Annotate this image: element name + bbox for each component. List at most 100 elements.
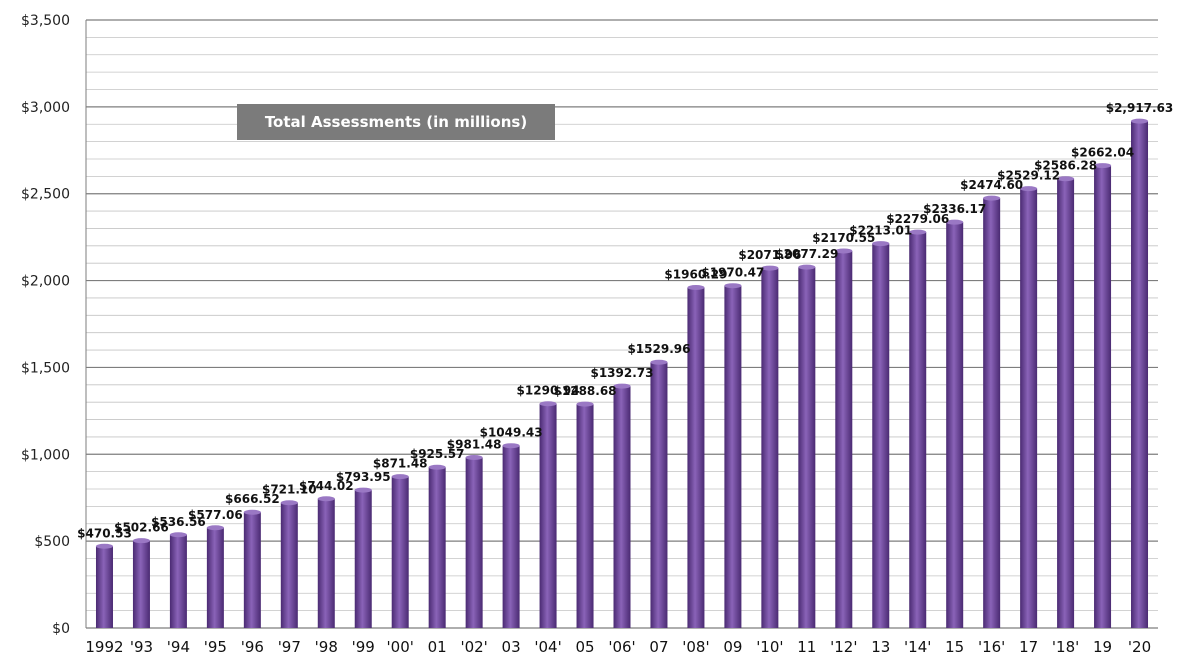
- x-tick-label: '12': [830, 638, 857, 656]
- data-label: $470.53: [77, 526, 132, 540]
- x-tick-label: '20: [1128, 638, 1151, 656]
- x-tick-label: 15: [945, 638, 964, 656]
- bar: [798, 267, 816, 628]
- y-tick-label: $500: [34, 534, 70, 550]
- bar: [872, 243, 890, 628]
- x-tick-label: '02': [460, 638, 487, 656]
- data-label: $2071.96: [738, 248, 801, 262]
- bar-cap: [1094, 163, 1112, 169]
- x-tick-label: 19: [1093, 638, 1112, 656]
- x-tick-label: 17: [1019, 638, 1038, 656]
- data-label: $1392.73: [590, 366, 653, 380]
- data-label: $2586.28: [1034, 159, 1097, 173]
- data-label: $793.95: [336, 470, 391, 484]
- bar: [909, 232, 927, 628]
- bar: [317, 498, 335, 628]
- data-label: $1049.43: [480, 426, 543, 440]
- x-tick-label: 01: [428, 638, 447, 656]
- bar: [539, 403, 557, 628]
- bar: [428, 467, 446, 628]
- data-label: $721.10: [262, 483, 317, 497]
- data-label: $2,917.63: [1106, 101, 1174, 115]
- data-label: $871.48: [373, 457, 428, 471]
- bar-cap: [687, 284, 705, 290]
- bar: [1057, 178, 1075, 629]
- data-label: $577.06: [188, 508, 243, 522]
- bar-cap: [539, 401, 557, 407]
- bar: [613, 386, 631, 628]
- x-tick-label: '06': [608, 638, 635, 656]
- x-tick-label: '08': [682, 638, 709, 656]
- bar-cap: [428, 464, 446, 470]
- data-label: $666.52: [225, 492, 280, 506]
- data-label: $502.66: [114, 521, 169, 535]
- bar-cap: [95, 543, 113, 549]
- bar: [650, 362, 668, 628]
- x-tick-label: '00': [387, 638, 414, 656]
- x-tick-label: 13: [871, 638, 890, 656]
- data-label: $1290.94: [517, 384, 580, 398]
- bar: [761, 268, 779, 628]
- y-tick-label: $1,000: [21, 447, 70, 463]
- data-label: $1960.29: [664, 267, 727, 281]
- bar-cap: [835, 248, 853, 254]
- data-label: $536.56: [151, 515, 206, 529]
- bar-cap: [169, 532, 187, 538]
- bar: [354, 490, 372, 628]
- data-label: $1529.96: [627, 342, 690, 356]
- bar: [576, 404, 594, 628]
- chart-title: Total Assessments (in millions): [237, 104, 555, 140]
- y-tick-label: $3,000: [21, 100, 70, 116]
- bar-cap: [1131, 118, 1149, 124]
- bar: [1094, 165, 1112, 629]
- bar-cap: [206, 525, 224, 531]
- x-tick-label: '97: [278, 638, 301, 656]
- bar: [465, 457, 483, 628]
- x-tick-label: '94: [167, 638, 190, 656]
- bar: [1020, 188, 1038, 628]
- bar: [835, 250, 853, 628]
- bar: [502, 445, 520, 628]
- x-tick-label: '98: [315, 638, 338, 656]
- y-tick-label: $3,500: [21, 13, 70, 29]
- bar: [206, 527, 224, 628]
- x-tick-label: '16': [978, 638, 1005, 656]
- x-tick-label: 03: [502, 638, 521, 656]
- data-label: $2662.04: [1071, 146, 1134, 160]
- y-axis: $0 $500 $1,000 $1,500 $2,000 $2,500 $3,000 $3,5…: [21, 13, 70, 637]
- bar: [983, 198, 1001, 628]
- bar-cap: [354, 487, 372, 493]
- data-labels: $470.53$502.66$536.56$577.06 $666.52$721.…: [77, 101, 1173, 540]
- bars: [95, 118, 1149, 629]
- data-label: $981.48: [447, 438, 502, 452]
- bar-cap: [243, 509, 261, 515]
- x-tick-label: '99: [352, 638, 375, 656]
- x-tick-label: '10': [756, 638, 783, 656]
- bar-cap: [317, 496, 335, 502]
- data-label: $1970.47: [701, 266, 764, 280]
- x-tick-label: '14': [904, 638, 931, 656]
- x-tick-label: 05: [575, 638, 594, 656]
- bar: [243, 512, 261, 628]
- bar: [280, 502, 298, 628]
- data-label: $2170.55: [812, 231, 875, 245]
- data-label: $925.57: [410, 447, 465, 461]
- bar: [946, 222, 964, 629]
- bar-cap: [761, 265, 779, 271]
- bar: [687, 287, 705, 628]
- y-tick-label: $2,000: [21, 274, 70, 290]
- x-tick-label: '93: [130, 638, 153, 656]
- y-tick-label: $2,500: [21, 187, 70, 203]
- bar: [391, 476, 409, 628]
- bar: [724, 285, 742, 628]
- bar-cap: [909, 229, 927, 235]
- y-tick-label: $1,500: [21, 360, 70, 376]
- bar-cap: [502, 443, 520, 449]
- data-label: $2077.29: [775, 247, 838, 261]
- bar-cap: [1020, 186, 1038, 192]
- x-axis: 1992 '93 '94 '95 '96 '97 '98 '99 '00' 01 '02' 03 '04…: [85, 638, 1151, 656]
- y-tick-label: $0: [52, 621, 70, 637]
- bar-cap: [1057, 176, 1075, 182]
- x-tick-label: 09: [723, 638, 742, 656]
